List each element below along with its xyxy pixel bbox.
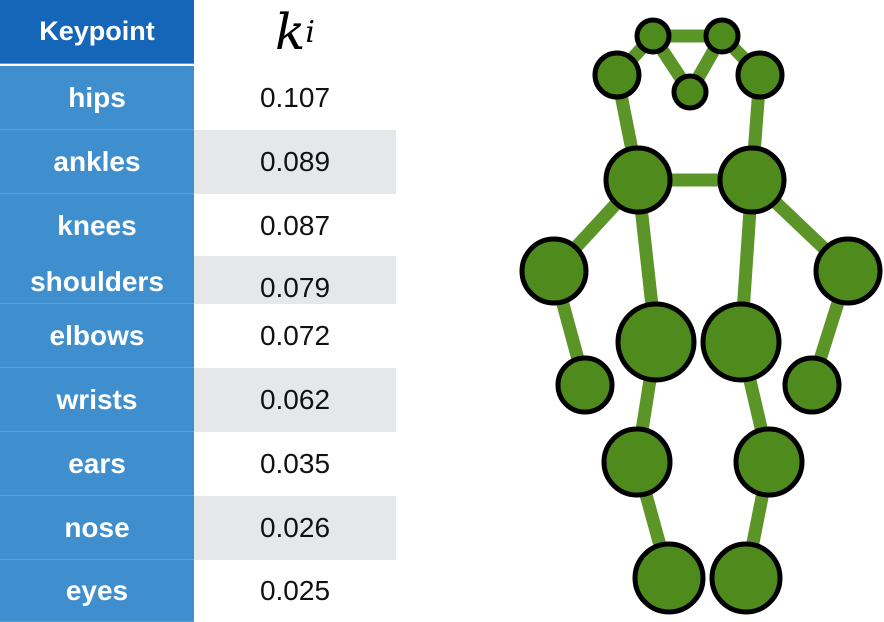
keypoint-name: eyes: [0, 560, 194, 622]
right-elbow-joint: [813, 236, 883, 306]
left-elbow-joint: [519, 236, 589, 306]
keypoint-name: hips: [0, 66, 194, 130]
left-eye-joint: [634, 17, 672, 55]
keypoint-name: shoulders: [0, 256, 194, 304]
keypoint-name: elbows: [0, 304, 194, 368]
table-row: ears 0.035: [0, 432, 396, 496]
table-row: hips 0.107: [0, 66, 396, 130]
k-value: 0.026: [194, 496, 396, 560]
table-row: elbows 0.072: [0, 304, 396, 368]
k-value: 0.062: [194, 368, 396, 432]
left-ankle-joint: [632, 541, 706, 615]
keypoint-name: nose: [0, 496, 194, 560]
right-hip-joint: [700, 301, 782, 383]
k-symbol: k: [275, 3, 306, 61]
skeleton-bones: [547, 29, 855, 585]
left-shoulder-joint: [603, 145, 673, 215]
k-value: 0.087: [259, 210, 331, 241]
k-subscript: i: [305, 14, 315, 50]
left-knee-joint: [601, 426, 673, 498]
k-value: 0.025: [259, 575, 331, 606]
left-wrist-joint: [555, 355, 615, 415]
keypoint-name: wrists: [0, 368, 194, 432]
nose-joint: [671, 73, 709, 111]
table-row: wrists 0.062: [0, 368, 396, 432]
skeleton-joints: [519, 17, 883, 615]
table-row: eyes 0.025: [0, 560, 396, 622]
left-hip-joint: [615, 301, 697, 383]
k-value: 0.072: [259, 320, 331, 351]
keypoint-name: ears: [0, 432, 194, 496]
skeleton-diagram: [519, 17, 883, 615]
right-wrist-joint: [782, 355, 842, 415]
k-value: 0.089: [194, 130, 396, 194]
left-ear-joint: [592, 50, 642, 100]
k-value: 0.107: [259, 82, 331, 113]
keypoint-name: knees: [0, 194, 194, 258]
k-value: 0.079: [194, 256, 396, 304]
table-row: shoulders 0.079: [0, 256, 396, 304]
table-row: nose 0.026: [0, 496, 396, 560]
keypoint-column-header: Keypoint: [0, 0, 194, 64]
right-ankle-joint: [709, 541, 783, 615]
k-value: 0.035: [259, 448, 331, 479]
right-eye-joint: [703, 17, 741, 55]
table-row: ankles 0.089: [0, 130, 396, 194]
right-knee-joint: [733, 426, 805, 498]
right-ear-joint: [735, 50, 785, 100]
keypoint-name: ankles: [0, 130, 194, 194]
table-row: knees 0.087: [0, 194, 396, 258]
right-shoulder-joint: [717, 145, 787, 215]
